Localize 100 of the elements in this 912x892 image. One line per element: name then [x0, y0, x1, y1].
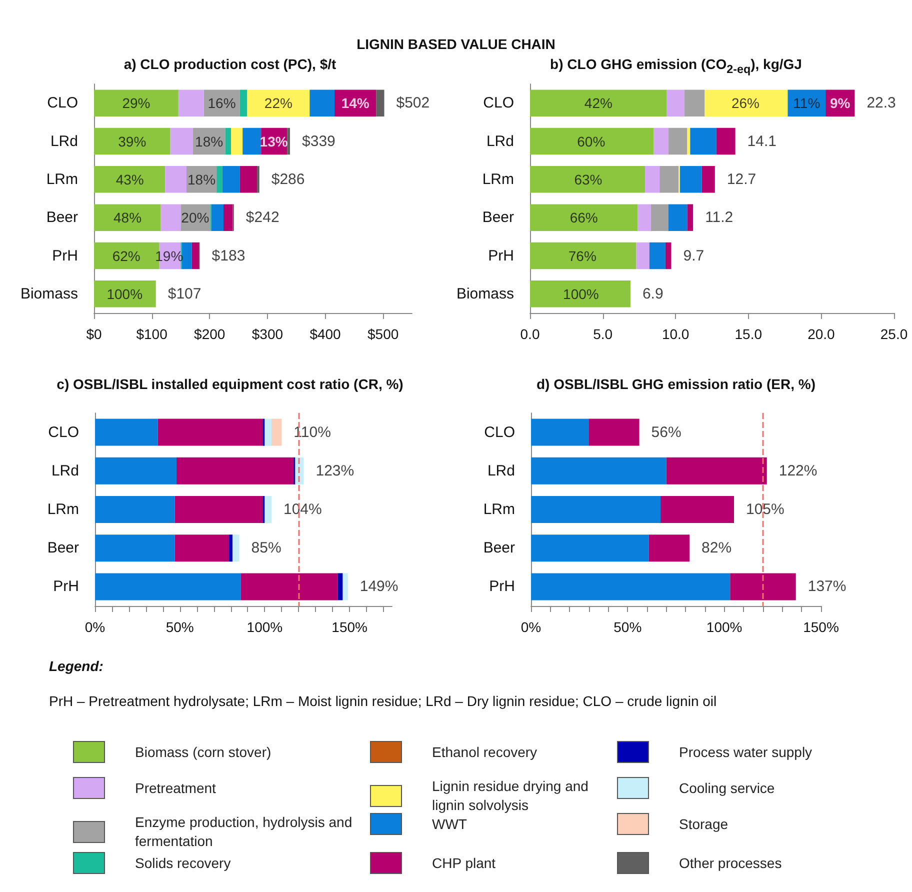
bar	[684, 90, 705, 116]
bar	[242, 128, 262, 155]
bar	[690, 128, 716, 155]
y-tick-label: CLO	[47, 94, 78, 112]
text: Legend:	[49, 658, 104, 674]
annotation: 39%	[118, 133, 146, 150]
annotation: 9%	[830, 95, 851, 112]
y-tick-label: PrH	[488, 247, 514, 264]
bar	[531, 457, 666, 484]
total-label: 137%	[808, 578, 846, 596]
y-tick-label: CLO	[483, 94, 514, 112]
x-tick-label: 10.0	[662, 326, 690, 342]
bar	[94, 166, 166, 193]
annotation: 43%	[116, 171, 144, 188]
bar	[666, 90, 684, 116]
legend-label: CHP plant	[432, 854, 496, 872]
total-label: $339	[302, 132, 336, 150]
x-tick-label: 15.0	[734, 326, 762, 342]
bar	[178, 90, 204, 116]
x-tick-label: $100	[136, 326, 168, 342]
y-tick-label: PrH	[53, 578, 79, 596]
y-tick-label: LRm	[482, 170, 514, 188]
total-label: 22.3	[866, 94, 896, 112]
bar	[158, 418, 264, 446]
legend-label: Enzyme production, hydrolysis and fermentation	[135, 813, 354, 851]
total-label: 56%	[651, 424, 682, 441]
annotation: 14%	[341, 95, 370, 112]
y-tick-label: LRd	[487, 462, 515, 480]
bar	[225, 128, 232, 155]
text: PrH – Pretreatment hydrolysate; LRm – Moist lignin residue; LRd – Dry lignin residue; CLO – crude lignin oil	[49, 693, 717, 709]
chart-title: b) CLO GHG emission (CO$_{2-eq}$), kg/GJ	[549, 56, 803, 76]
x-tick-label: 0.0	[520, 326, 540, 342]
x-tick-label: $200	[194, 326, 226, 342]
total-label: 9.7	[683, 247, 704, 264]
annotation: 62%	[112, 248, 140, 264]
total-label: $286	[271, 170, 305, 188]
x-tick-label: 100%	[706, 619, 742, 635]
bar	[530, 128, 654, 155]
bar	[310, 90, 335, 116]
bar	[95, 496, 175, 524]
bar	[174, 534, 230, 562]
bar	[788, 90, 826, 116]
bar	[216, 166, 222, 193]
bar	[94, 280, 156, 308]
total-label: 110%	[294, 424, 331, 441]
total-label: $107	[168, 285, 202, 302]
annotation: 11%	[793, 95, 820, 112]
x-tick-label: 150%	[803, 619, 839, 635]
bar	[95, 534, 175, 562]
x-tick-label: 0%	[84, 619, 106, 635]
bar	[636, 242, 650, 270]
bar	[531, 573, 730, 600]
legend-label: Other processes	[679, 854, 782, 872]
bar	[530, 204, 638, 231]
bar	[668, 204, 688, 231]
annotation: 26%	[731, 95, 760, 112]
bar	[95, 457, 176, 484]
y-tick-label: LRm	[483, 501, 515, 518]
annotation: 60%	[577, 133, 606, 150]
y-tick-label: CLO	[484, 424, 515, 441]
bar	[530, 242, 636, 270]
bar	[222, 166, 240, 193]
bar	[240, 90, 248, 116]
legend-label: Biomass (corn stover)	[135, 742, 272, 762]
text: LIGNIN BASED VALUE CHAIN	[356, 36, 556, 52]
bar	[224, 204, 233, 231]
bar	[176, 457, 294, 484]
y-tick-label: PrH	[489, 578, 515, 596]
bar	[716, 128, 736, 155]
bar	[680, 166, 702, 193]
bar	[665, 242, 672, 270]
bar	[531, 418, 589, 446]
x-tick-label: 25.0	[880, 326, 908, 342]
total-label: 82%	[702, 540, 732, 557]
legend-label: Storage	[679, 814, 728, 834]
legend-label: Lignin residue drying and lignin solvolysis	[432, 777, 590, 815]
x-tick-label: 100%	[246, 619, 283, 635]
y-tick-label: CLO	[48, 424, 79, 441]
total-label: 104%	[284, 501, 322, 518]
bar	[174, 496, 264, 524]
annotation: 76%	[568, 248, 596, 264]
bar	[687, 128, 690, 155]
bar	[530, 166, 646, 193]
total-label: 12.7	[726, 170, 756, 188]
annotation: 63%	[574, 171, 602, 188]
bar	[530, 90, 667, 116]
y-tick-label: PrH	[52, 247, 78, 264]
y-tick-label: Beer	[47, 540, 79, 557]
x-tick-label: $500	[368, 326, 399, 342]
total-label: 11.2	[705, 209, 734, 226]
total-label: 122%	[778, 462, 818, 480]
total-label: $502	[396, 94, 430, 112]
legend-label: Process water supply	[679, 742, 812, 762]
bar	[650, 204, 668, 231]
bar	[660, 496, 734, 524]
total-label: 85%	[251, 540, 282, 557]
bar	[94, 128, 170, 155]
x-tick-label: $0	[86, 326, 102, 342]
bar	[211, 204, 224, 231]
bar	[376, 90, 384, 116]
